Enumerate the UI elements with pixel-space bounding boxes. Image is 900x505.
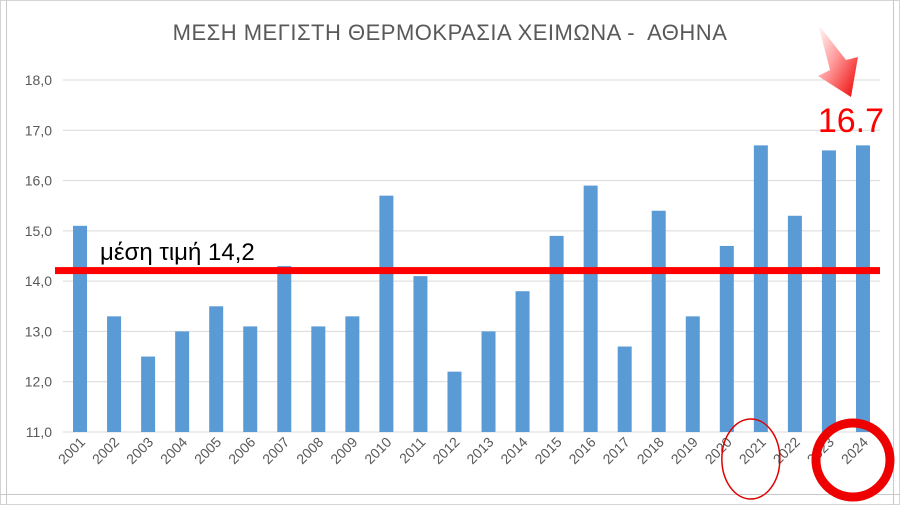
bar (753, 145, 768, 432)
bar (855, 145, 870, 432)
x-tick-label: 2018 (634, 434, 667, 467)
x-tick-label: 2016 (565, 434, 598, 467)
x-tick-label: 2013 (463, 434, 496, 467)
bar (141, 356, 156, 432)
y-tick-label: 17,0 (25, 122, 52, 138)
circle-2021 (721, 418, 781, 500)
bar (447, 371, 462, 432)
highlight-value-label: 16.7 (818, 102, 884, 140)
chart-title: ΜΕΣΗ ΜΕΓΙΣΤΗ ΘΕΡΜΟΚΡΑΣΙΑ ΧΕΙΜΩΝΑ - ΑΘΗΝΑ (172, 20, 728, 45)
y-tick-label: 14,0 (25, 273, 52, 289)
x-axis-ticks: 2001 2002 2003 2004 2005 2006 2007 2008 2009 2010… (55, 434, 871, 467)
y-tick-label: 11,0 (26, 424, 52, 440)
x-tick-label: 2017 (599, 434, 632, 467)
bar (243, 326, 258, 432)
average-label: μέση τιμή 14,2 (100, 239, 255, 266)
bar (481, 331, 496, 432)
x-tick-label: 2012 (429, 434, 462, 467)
x-tick-label: 2003 (123, 434, 156, 467)
annotations: μέση τιμή 14,2 16.7 (55, 24, 895, 502)
y-tick-label: 16,0 (25, 173, 52, 189)
x-tick-label: 2019 (668, 434, 701, 467)
y-tick-label: 18,0 (25, 72, 52, 88)
bar (345, 316, 360, 432)
bar (719, 245, 734, 432)
bar (311, 326, 326, 432)
bar (651, 210, 666, 432)
x-tick-label: 2020 (702, 434, 735, 467)
y-tick-label: 13,0 (25, 323, 52, 339)
x-tick-label: 2005 (191, 434, 224, 467)
x-tick-label: 2006 (225, 434, 258, 467)
x-tick-label: 2022 (770, 434, 803, 467)
bar (379, 195, 394, 432)
x-tick-label: 2009 (327, 434, 360, 467)
x-tick-label: 2010 (361, 434, 394, 467)
x-tick-label: 2008 (293, 434, 326, 467)
left-border (6, 0, 7, 505)
bar (413, 276, 428, 432)
bar (821, 150, 836, 432)
y-axis-ticks: 11,0 12,0 13,0 14,0 15,0 16,0 17,0 18,0 (25, 72, 52, 440)
bar (617, 346, 632, 432)
average-line (55, 267, 880, 275)
y-tick-label: 15,0 (25, 223, 52, 239)
bar (549, 235, 564, 432)
x-tick-label: 2007 (259, 434, 292, 467)
x-tick-label: 2002 (89, 434, 122, 467)
bar (515, 291, 530, 432)
bar (277, 266, 292, 432)
x-tick-label: 2024 (838, 434, 871, 467)
y-tick-label: 12,0 (25, 374, 52, 390)
bar (583, 185, 598, 432)
x-tick-label: 2014 (497, 434, 530, 467)
arrow-icon (818, 24, 858, 97)
gridlines (63, 79, 880, 433)
bar (787, 215, 802, 432)
x-tick-label: 2011 (396, 434, 429, 467)
right-border (893, 0, 894, 505)
x-tick-label: 2004 (157, 434, 190, 467)
bar (73, 225, 88, 432)
circle-2024 (811, 418, 895, 502)
bar (175, 331, 190, 432)
x-tick-label: 2001 (55, 434, 88, 467)
bar (685, 316, 700, 432)
bars (73, 145, 870, 432)
bottom-border (0, 494, 900, 495)
bar (209, 306, 224, 432)
x-tick-label: 2015 (531, 434, 564, 467)
bar (107, 316, 122, 432)
x-tick-label: 2021 (736, 434, 769, 467)
